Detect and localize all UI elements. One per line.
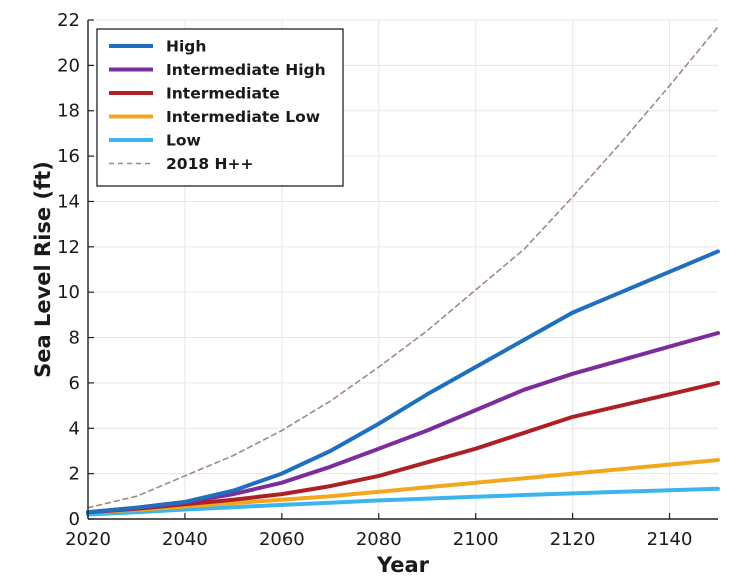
x-tick-label: 2120 bbox=[550, 529, 596, 550]
x-tick-label: 2040 bbox=[162, 529, 208, 550]
x-tick-label: 2080 bbox=[356, 529, 402, 550]
series-layer bbox=[86, 25, 720, 517]
y-tick-label: 18 bbox=[57, 101, 80, 122]
y-tick-label: 22 bbox=[57, 10, 80, 31]
y-tick-label: 20 bbox=[57, 55, 80, 76]
series-line-intermediate-low bbox=[86, 458, 720, 515]
legend-label-intermediate-low: Intermediate Low bbox=[166, 108, 320, 126]
legend-label-high: High bbox=[166, 38, 206, 56]
y-tick-label: 0 bbox=[69, 509, 80, 530]
axes-frame bbox=[87, 20, 718, 520]
y-tick-label: 16 bbox=[57, 146, 80, 167]
series-line-high bbox=[86, 249, 720, 515]
legend-label-intermediate: Intermediate bbox=[166, 85, 280, 103]
legend-label-2018-hplusplus: 2018 H++ bbox=[166, 155, 253, 173]
y-tick-label: 8 bbox=[69, 328, 80, 349]
y-axis-ticks: 0 2 4 6 8 10 12 14 16 18 20 22 bbox=[57, 10, 94, 530]
x-axis-label: Year bbox=[376, 553, 430, 577]
x-tick-label: 2140 bbox=[647, 529, 693, 550]
legend-label-low: Low bbox=[166, 132, 201, 150]
series-line-low bbox=[86, 486, 720, 517]
legend-box bbox=[96, 28, 344, 187]
legend-label-intermediate-high: Intermediate High bbox=[166, 61, 326, 79]
x-tick-label: 2020 bbox=[65, 529, 111, 550]
y-tick-label: 4 bbox=[69, 418, 80, 439]
y-tick-label: 12 bbox=[57, 237, 80, 258]
y-tick-label: 10 bbox=[57, 282, 80, 303]
x-tick-label: 2060 bbox=[259, 529, 305, 550]
y-axis-label: Sea Level Rise (ft) bbox=[31, 161, 55, 378]
y-tick-label: 2 bbox=[69, 464, 80, 485]
series-line-2018-hplusplus bbox=[87, 25, 719, 509]
y-tick-label: 14 bbox=[57, 191, 80, 212]
y-tick-label: 6 bbox=[69, 373, 80, 394]
series-line-intermediate bbox=[86, 380, 720, 515]
x-tick-label: 2100 bbox=[453, 529, 499, 550]
legend: High Intermediate High Intermediate Interme… bbox=[96, 28, 344, 187]
